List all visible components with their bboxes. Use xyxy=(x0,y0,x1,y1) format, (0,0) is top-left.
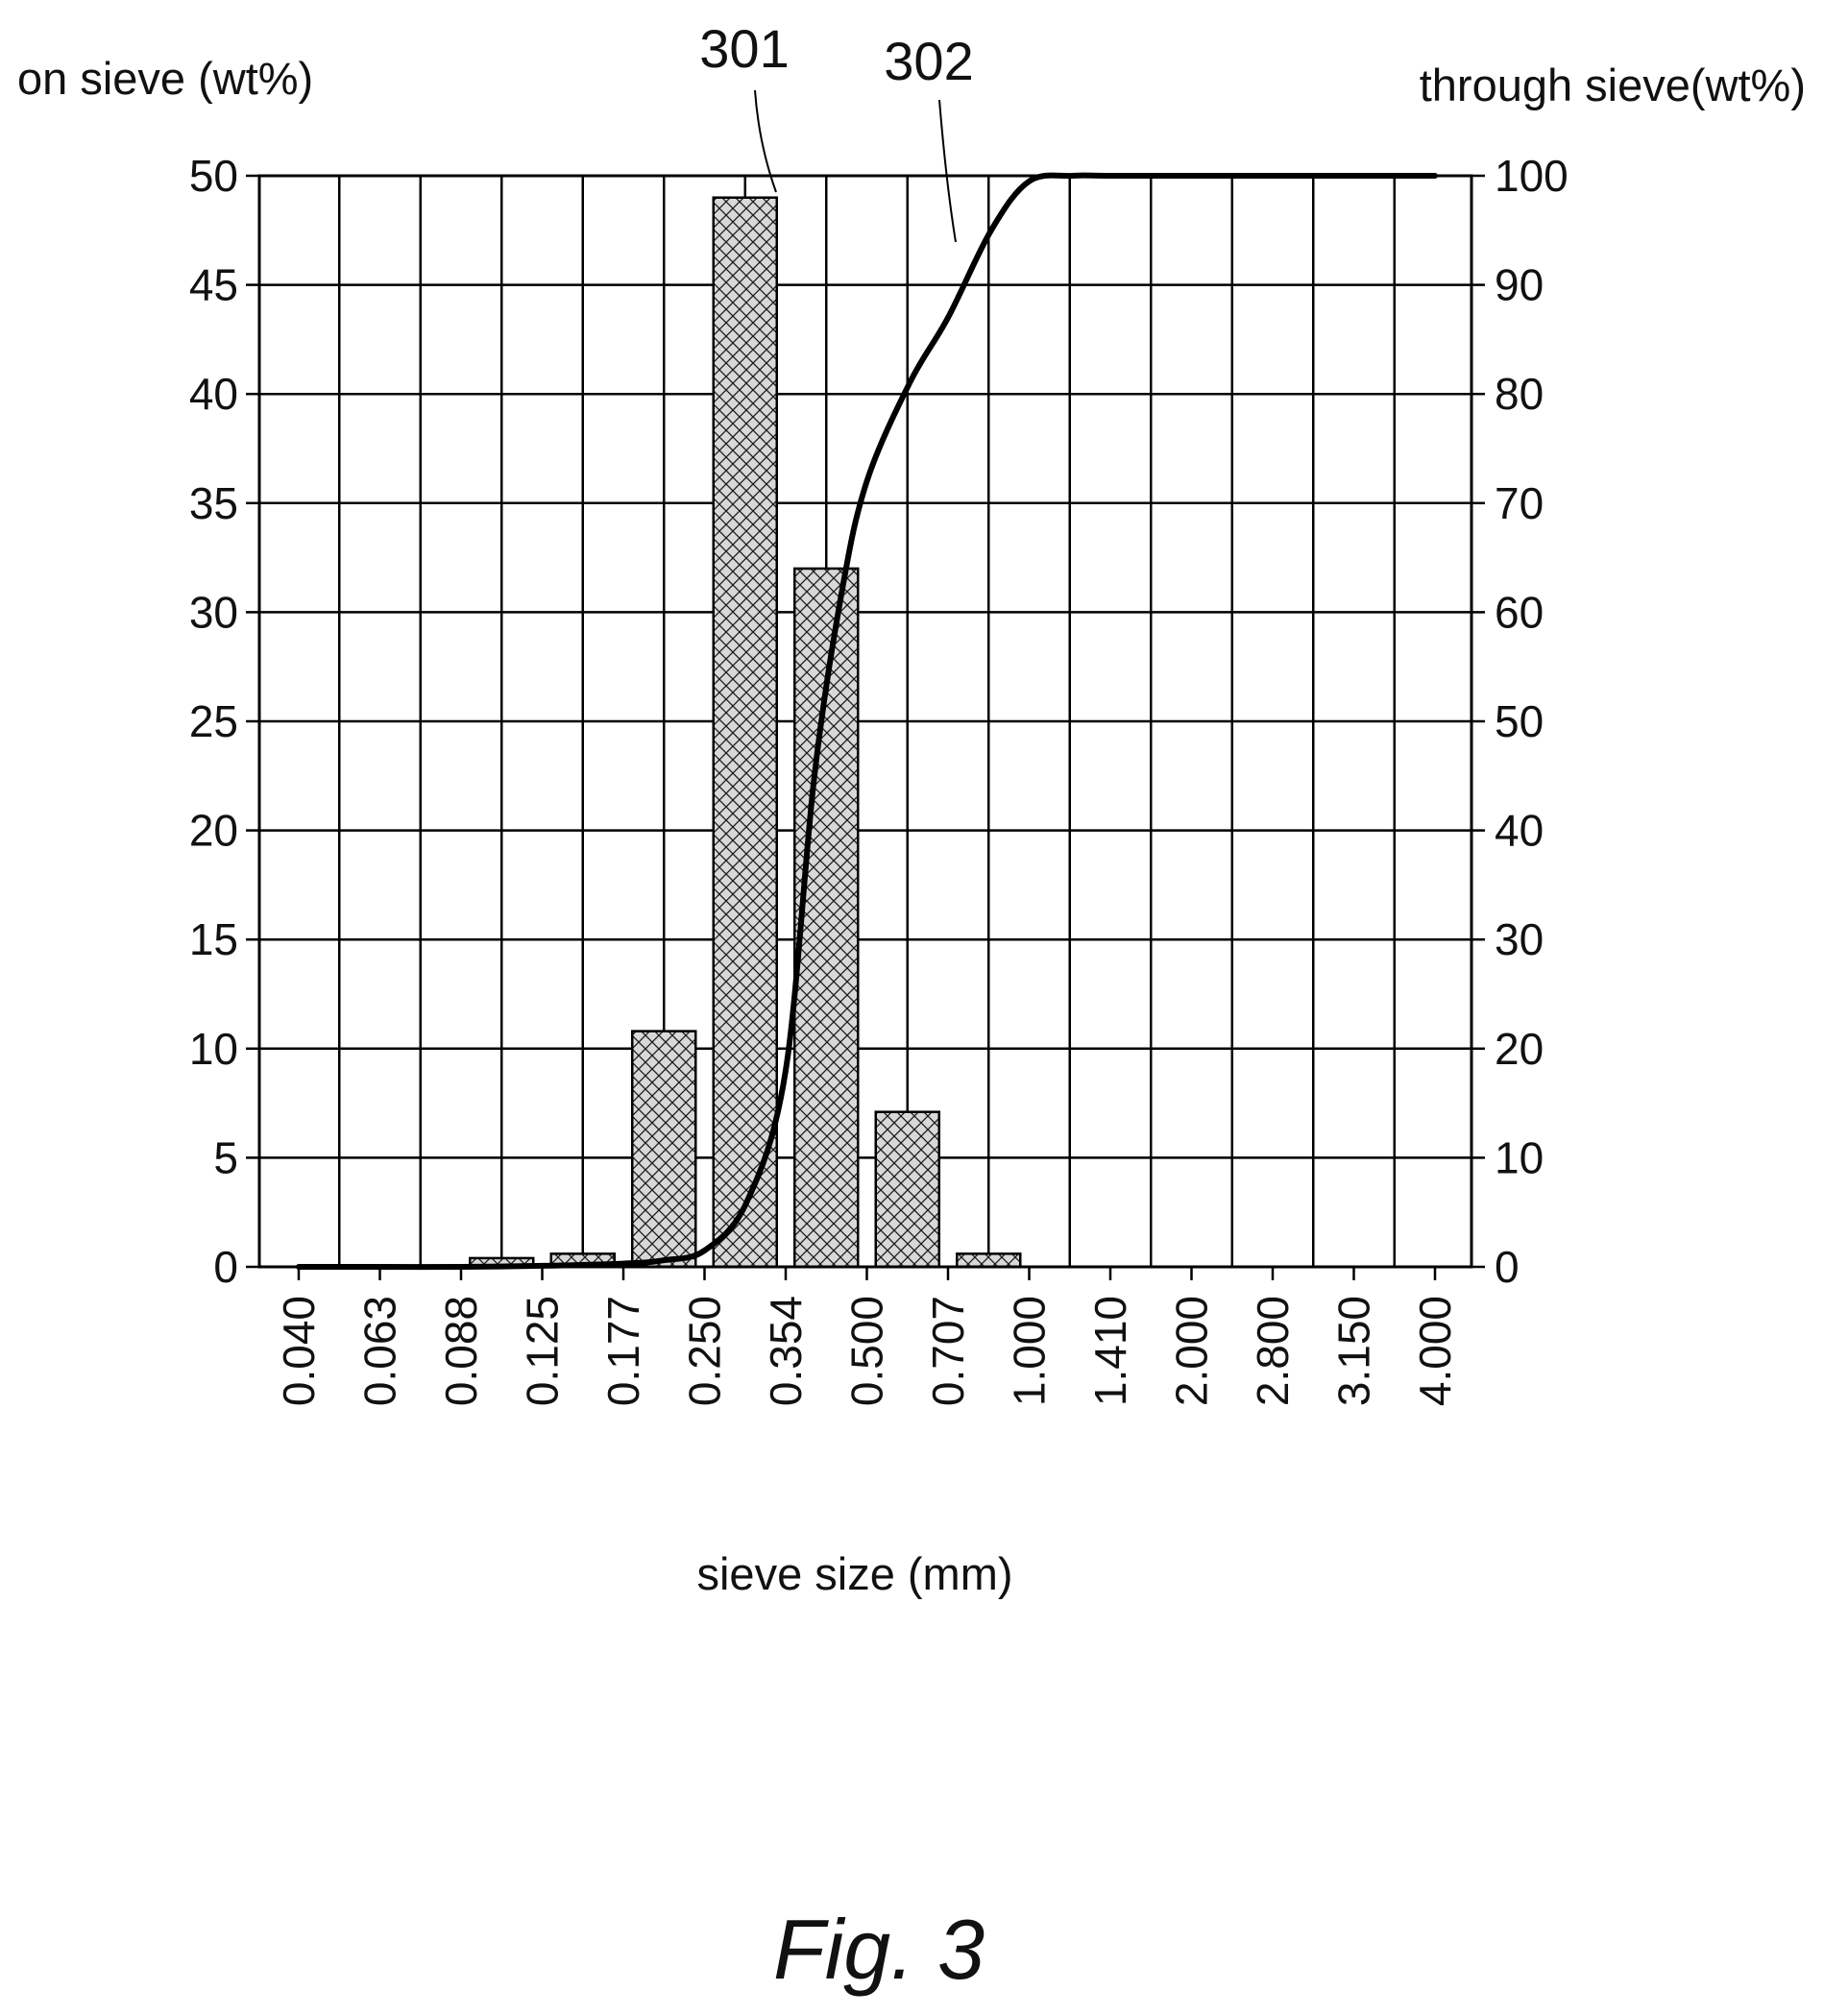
right-tick-label: 50 xyxy=(1495,696,1544,746)
left-tick-label: 40 xyxy=(189,369,238,419)
x-tick-label: 0.500 xyxy=(842,1296,892,1406)
bar-0.707 xyxy=(874,1110,940,1269)
x-tick-label: 2.800 xyxy=(1248,1296,1298,1406)
right-tick-label: 90 xyxy=(1495,260,1544,310)
right-tick-label: 100 xyxy=(1495,151,1569,201)
left-tick-label: 25 xyxy=(189,696,238,746)
x-axis-ticks: 0.040 0.063 0.088 0.125 0.177 0.250 0.354 0.500… xyxy=(274,1267,1460,1406)
bar-series xyxy=(469,196,1022,1269)
right-tick-label: 80 xyxy=(1495,369,1544,419)
right-axis-ticks: 0 10 20 30 40 50 60 70 80 90 100 xyxy=(1471,151,1569,1292)
right-tick-label: 60 xyxy=(1495,587,1544,637)
right-tick-label: 20 xyxy=(1495,1024,1544,1074)
left-tick-label: 20 xyxy=(189,806,238,856)
left-tick-label: 15 xyxy=(189,914,238,964)
x-tick-label: 2.000 xyxy=(1167,1296,1217,1406)
x-tick-label: 0.040 xyxy=(274,1296,324,1406)
x-tick-label: 4.000 xyxy=(1410,1296,1460,1406)
x-tick-label: 0.250 xyxy=(680,1296,730,1406)
x-tick-label: 3.150 xyxy=(1329,1296,1379,1406)
x-tick-label: 1.000 xyxy=(1005,1296,1055,1406)
line-series-label: 302 xyxy=(884,31,973,91)
left-axis-title: on sieve (wt%) xyxy=(17,53,313,104)
right-tick-label: 70 xyxy=(1495,478,1544,528)
left-axis-ticks: 0 5 10 15 20 25 30 35 40 45 50 xyxy=(189,151,259,1292)
right-tick-label: 30 xyxy=(1495,914,1544,964)
left-tick-label: 30 xyxy=(189,587,238,637)
left-tick-label: 50 xyxy=(189,151,238,201)
left-tick-label: 5 xyxy=(213,1132,238,1182)
left-tick-label: 45 xyxy=(189,260,238,310)
x-tick-label: 0.177 xyxy=(598,1296,648,1406)
right-tick-label: 0 xyxy=(1495,1242,1520,1292)
left-tick-label: 10 xyxy=(189,1024,238,1074)
x-axis-title: sieve size (mm) xyxy=(696,1548,1012,1599)
bar-0.250 xyxy=(631,1030,697,1269)
leader-line-302 xyxy=(938,99,957,243)
left-tick-label: 35 xyxy=(189,478,238,528)
left-tick-label: 0 xyxy=(213,1242,238,1292)
x-tick-label: 0.707 xyxy=(923,1296,973,1406)
x-tick-label: 0.354 xyxy=(761,1296,811,1406)
x-tick-label: 0.125 xyxy=(518,1296,568,1406)
bar-0.354 xyxy=(712,196,778,1269)
leader-line-301 xyxy=(754,89,777,193)
right-tick-label: 10 xyxy=(1495,1132,1544,1182)
x-tick-label: 1.410 xyxy=(1085,1296,1135,1406)
right-axis-title: through sieve(wt%) xyxy=(1420,60,1806,110)
grid-lines xyxy=(259,176,1471,1267)
figure-caption: Fig. 3 xyxy=(773,1902,985,1997)
x-tick-label: 0.088 xyxy=(436,1296,486,1406)
bar-series-label: 301 xyxy=(699,18,789,79)
x-tick-label: 0.063 xyxy=(355,1296,405,1406)
right-tick-label: 40 xyxy=(1495,806,1544,856)
bar-1.000 xyxy=(956,1252,1022,1269)
